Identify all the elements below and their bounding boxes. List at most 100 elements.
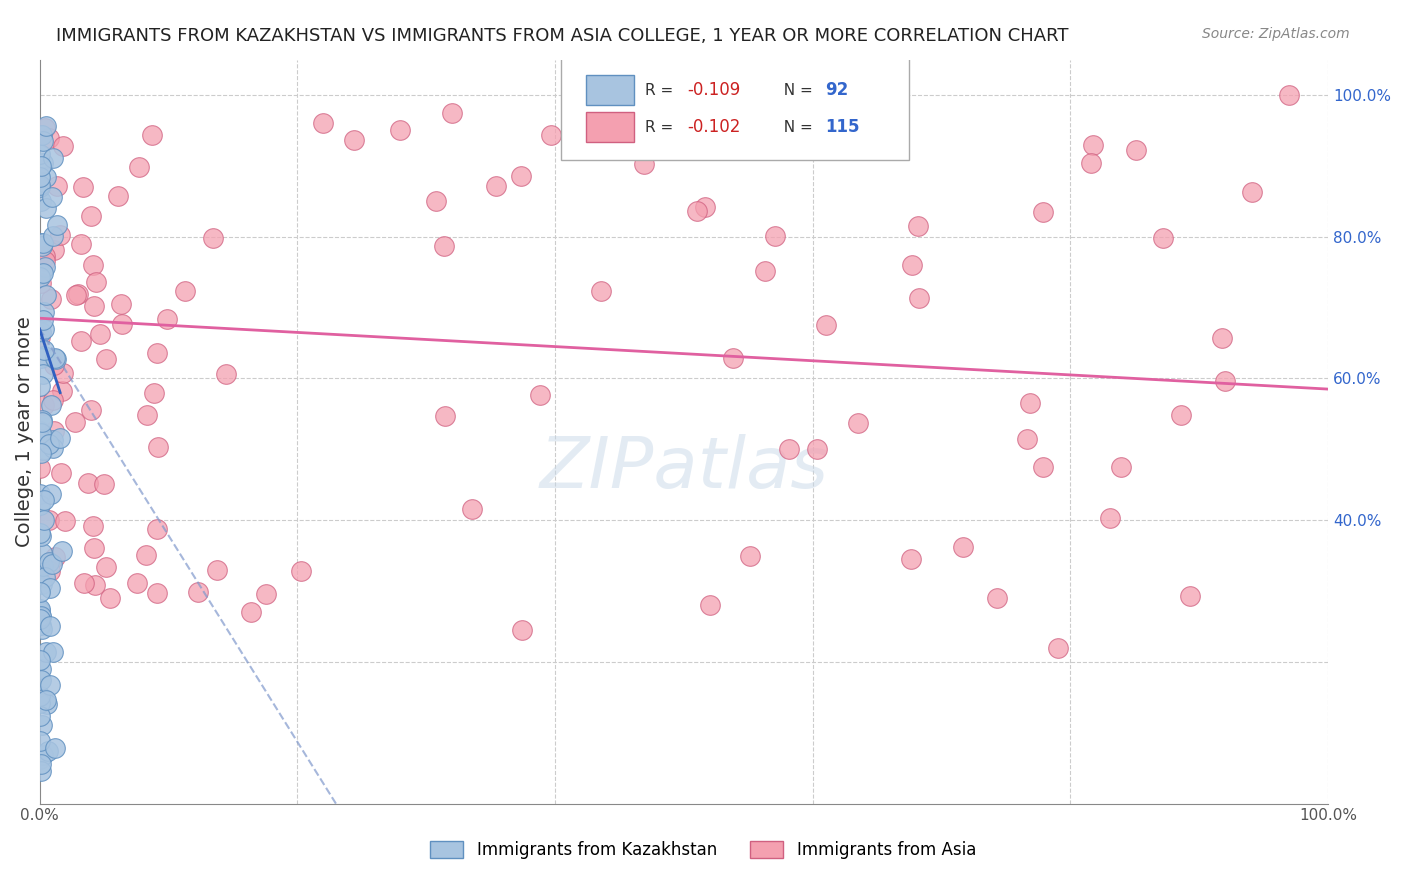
Point [32, 747, 55, 762]
Point [31, 238, 53, 252]
Point [1213, 374, 1236, 388]
Point [30, 351, 52, 365]
Point [1278, 88, 1301, 103]
Point [460, 502, 482, 516]
Point [30, 612, 52, 626]
Point [39, 678, 62, 692]
Point [30, 662, 52, 676]
Point [65, 287, 87, 301]
Point [125, 575, 148, 590]
Point [240, 605, 263, 619]
Point [30, 608, 52, 623]
Point [30, 379, 52, 393]
Point [30, 424, 52, 438]
Point [32, 305, 55, 319]
Point [35, 693, 58, 707]
Text: -0.102: -0.102 [688, 119, 741, 136]
Point [49, 431, 72, 445]
Point [82, 518, 104, 533]
Point [44, 351, 66, 365]
Point [35, 288, 58, 302]
Point [37, 744, 59, 758]
Point [49, 227, 72, 242]
Point [52, 367, 75, 381]
Point [31, 546, 53, 560]
Point [30, 446, 52, 460]
Point [1241, 185, 1264, 199]
Point [41, 557, 63, 571]
Point [52, 138, 75, 153]
Point [31, 577, 53, 591]
Point [32, 367, 55, 381]
Point [32, 313, 55, 327]
Point [433, 239, 456, 253]
Point [30, 617, 52, 632]
Point [76, 475, 98, 490]
Point [96, 559, 118, 574]
Point [51, 384, 73, 398]
Point [34, 570, 56, 584]
Point [42, 358, 65, 372]
Point [89, 327, 111, 342]
Point [67, 286, 90, 301]
Point [35, 201, 58, 215]
Point [32, 155, 55, 169]
Point [30, 159, 52, 173]
Point [738, 549, 761, 563]
Point [53, 514, 76, 528]
Point [256, 587, 278, 601]
Point [30, 426, 52, 441]
Point [146, 345, 169, 359]
Point [31, 413, 53, 427]
Point [38, 437, 60, 451]
Point [63, 415, 86, 429]
Point [389, 123, 412, 137]
Point [28, 169, 51, 184]
Point [72, 180, 94, 194]
Point [82, 258, 104, 272]
Point [30, 653, 52, 667]
Point [41, 229, 63, 244]
Point [440, 105, 463, 120]
Text: R =: R = [645, 120, 678, 135]
Point [754, 264, 776, 278]
Legend: Immigrants from Kazakhstan, Immigrants from Asia: Immigrants from Kazakhstan, Immigrants f… [423, 834, 983, 866]
Point [42, 433, 65, 447]
Point [146, 522, 169, 536]
Point [44, 550, 66, 565]
Point [28, 432, 51, 446]
Point [34, 254, 56, 268]
Point [155, 311, 177, 326]
Point [42, 645, 65, 659]
Point [30, 194, 52, 208]
FancyBboxPatch shape [561, 56, 910, 160]
Point [215, 367, 238, 381]
Point [30, 486, 52, 500]
Point [45, 351, 67, 366]
Point [98, 591, 121, 606]
Point [143, 386, 166, 401]
Point [540, 128, 562, 143]
Point [1125, 143, 1147, 157]
Point [529, 388, 551, 402]
Point [32, 442, 55, 457]
Point [28, 734, 51, 748]
Text: Source: ZipAtlas.com: Source: ZipAtlas.com [1202, 27, 1350, 41]
Point [30, 276, 52, 290]
Point [30, 180, 52, 194]
Point [41, 392, 63, 407]
Point [39, 398, 62, 412]
Point [39, 581, 62, 595]
Point [1083, 137, 1105, 152]
Point [34, 349, 56, 363]
Point [187, 585, 209, 599]
Point [28, 561, 51, 575]
Point [30, 602, 52, 616]
Point [34, 645, 56, 659]
Point [32, 343, 55, 358]
Point [1211, 331, 1233, 345]
Point [94, 352, 117, 367]
Point [35, 119, 58, 133]
Point [41, 190, 63, 204]
Point [1032, 205, 1054, 219]
